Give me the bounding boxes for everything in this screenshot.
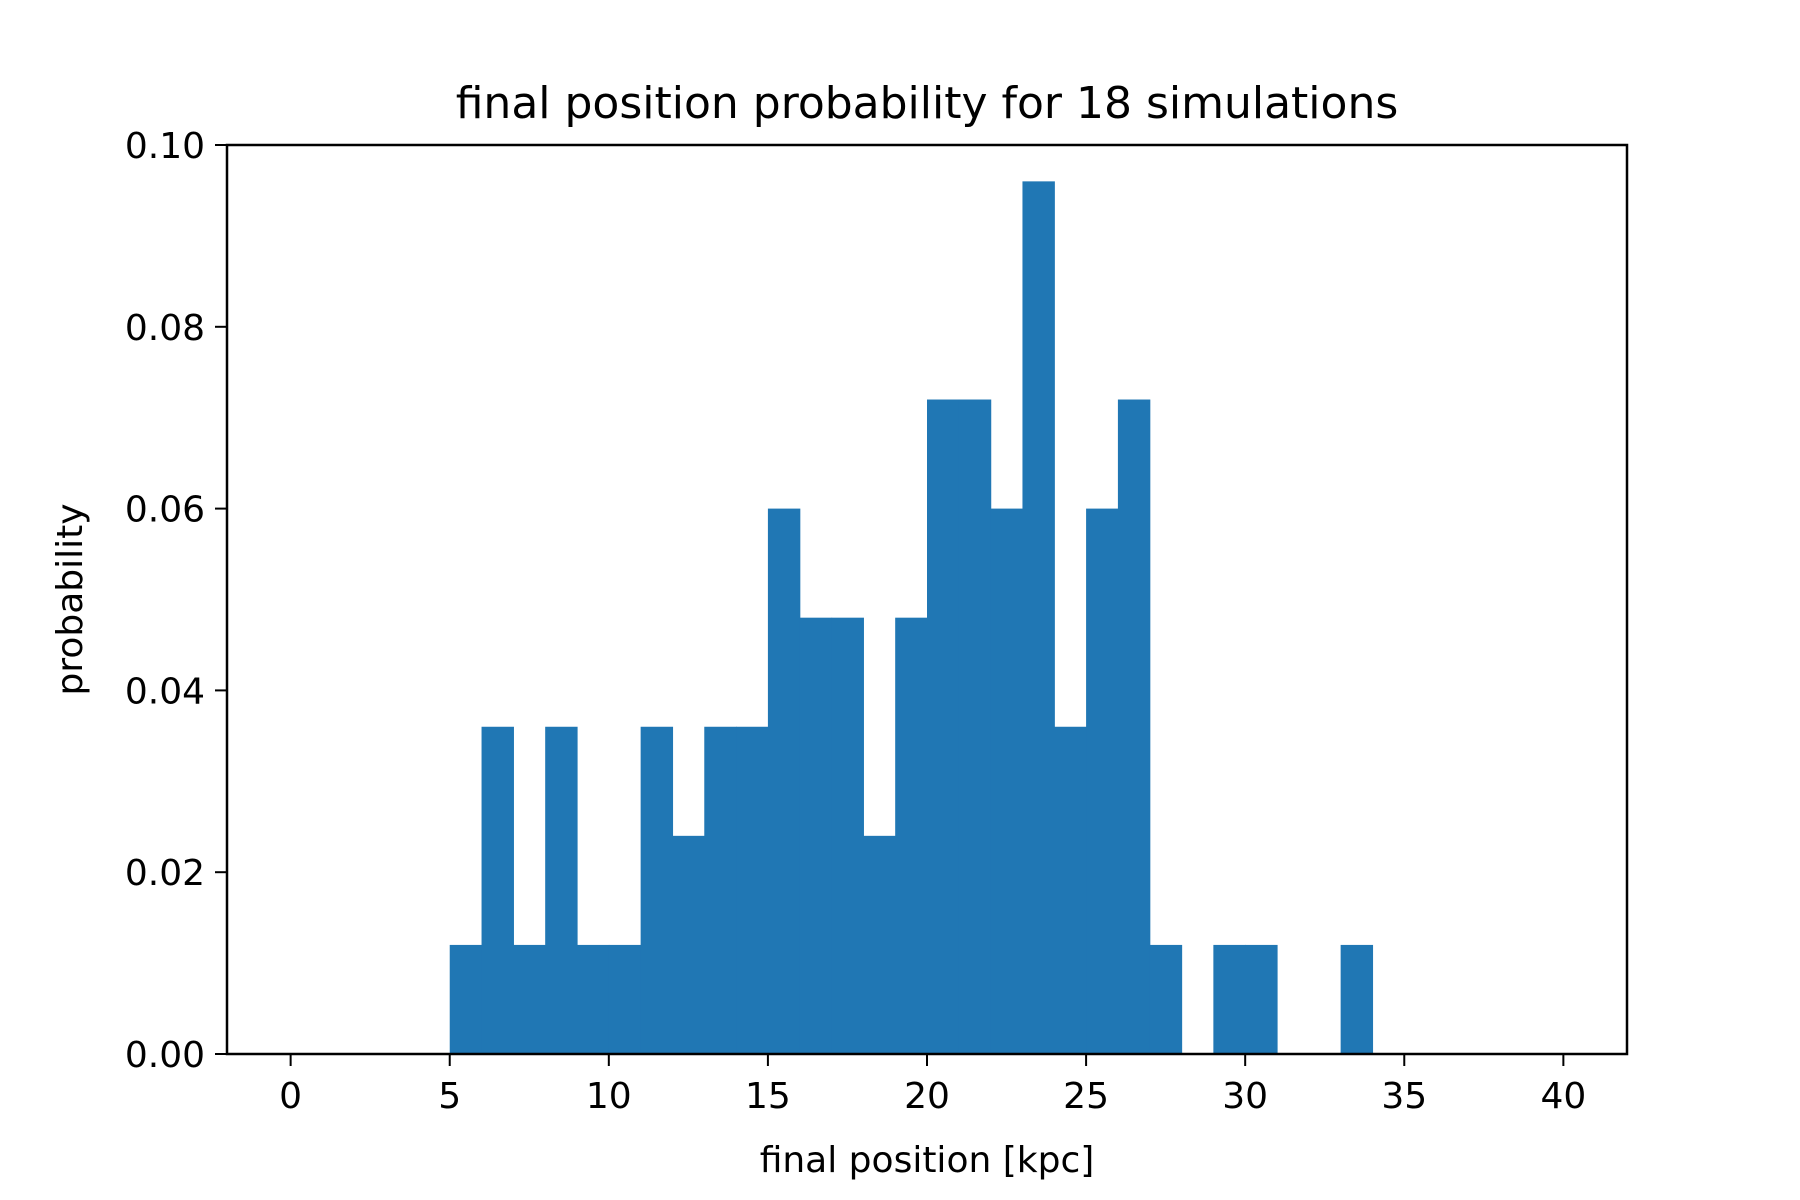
x-tick-label: 0 bbox=[279, 1076, 302, 1117]
y-tick-label: 0.02 bbox=[125, 853, 205, 894]
x-tick-label: 10 bbox=[586, 1076, 632, 1117]
x-tick-label: 20 bbox=[904, 1076, 950, 1117]
x-tick-label: 40 bbox=[1540, 1076, 1586, 1117]
histogram-bar bbox=[672, 835, 705, 1054]
histogram-bar bbox=[545, 726, 578, 1054]
histogram-bar bbox=[449, 944, 483, 1054]
histogram-bar bbox=[1213, 944, 1246, 1054]
histogram-bar bbox=[481, 726, 514, 1054]
histogram-bar bbox=[895, 617, 928, 1054]
histogram-bar bbox=[799, 617, 833, 1054]
x-tick-label: 25 bbox=[1063, 1076, 1109, 1117]
histogram-bar bbox=[736, 726, 769, 1054]
histogram-bar bbox=[958, 399, 992, 1054]
histogram-bar bbox=[1245, 944, 1278, 1054]
x-tick-label: 35 bbox=[1381, 1076, 1427, 1117]
x-axis-title: final position [kpc] bbox=[760, 1140, 1095, 1181]
histogram-bar bbox=[1086, 508, 1119, 1055]
y-tick-label: 0.06 bbox=[125, 490, 205, 531]
histogram-bar bbox=[767, 508, 801, 1055]
histogram-bar bbox=[704, 726, 737, 1054]
y-tick-label: 0.10 bbox=[125, 126, 205, 167]
x-axis: 0 5 10 15 20 25 30 35 40 bbox=[279, 1054, 1586, 1117]
histogram-bar bbox=[608, 944, 642, 1054]
histogram-bar bbox=[927, 399, 960, 1054]
histogram-bar bbox=[1149, 944, 1183, 1054]
y-axis-title: probability bbox=[50, 503, 91, 695]
y-tick-label: 0.08 bbox=[125, 308, 205, 349]
bars-group bbox=[449, 181, 1374, 1055]
histogram-bar bbox=[1117, 399, 1151, 1054]
x-tick-label: 5 bbox=[438, 1076, 461, 1117]
histogram-bar bbox=[640, 726, 674, 1054]
chart-title: final position probability for 18 simula… bbox=[456, 78, 1399, 129]
y-axis: 0.00 0.02 0.04 0.06 0.08 0.10 bbox=[125, 126, 227, 1076]
histogram-bar bbox=[577, 944, 610, 1054]
x-tick-label: 30 bbox=[1222, 1076, 1268, 1117]
x-tick-label: 15 bbox=[745, 1076, 791, 1117]
histogram-bar bbox=[831, 617, 864, 1054]
histogram-bar bbox=[1054, 726, 1087, 1054]
histogram-bar bbox=[513, 944, 546, 1054]
histogram-bar bbox=[1022, 181, 1055, 1055]
histogram-bar bbox=[1340, 944, 1374, 1054]
y-tick-label: 0.04 bbox=[125, 671, 205, 712]
histogram-bar bbox=[863, 835, 896, 1054]
y-tick-label: 0.00 bbox=[125, 1035, 205, 1076]
histogram-bar bbox=[990, 508, 1024, 1055]
